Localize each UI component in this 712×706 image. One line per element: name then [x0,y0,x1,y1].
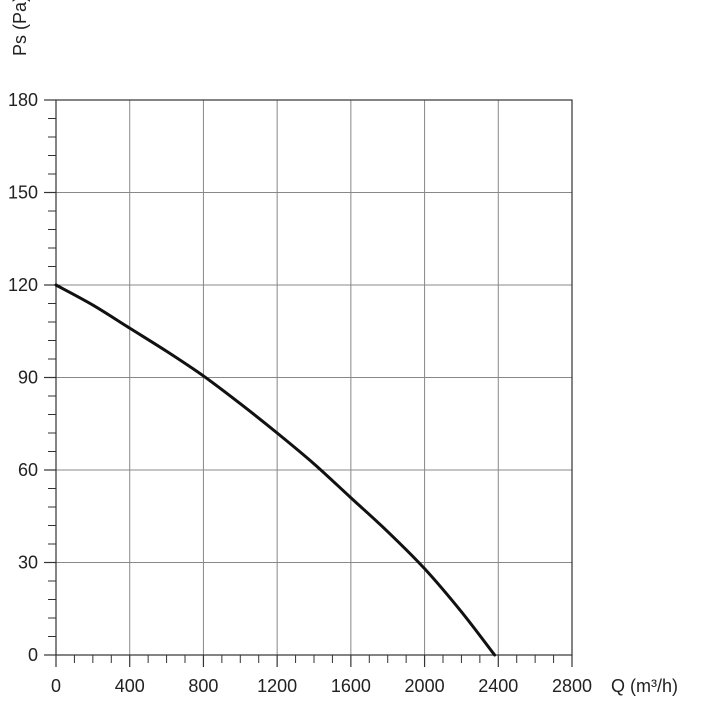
plot-frame [55,99,573,656]
x-tick-label: 0 [51,676,61,696]
plot-border [55,99,573,656]
y-tick-label: 90 [18,368,38,388]
y-axis-title: Ps (Pa) [10,0,30,56]
y-tick-label: 180 [8,90,38,110]
x-tick-label: 2000 [405,676,445,696]
y-tick-label: 150 [8,183,38,203]
x-tick-label: 400 [115,676,145,696]
x-tick-label: 1200 [257,676,297,696]
x-tick-label: 2800 [552,676,592,696]
y-tick-label: 0 [28,645,38,665]
chart-grid [56,100,572,655]
y-tick-label: 120 [8,275,38,295]
x-axis-title: Q (m³/h) [611,676,678,696]
x-tick-label: 2400 [478,676,518,696]
x-tick-label: 1600 [331,676,371,696]
series-line [54,283,497,657]
y-tick-labels: 0 30 60 90 120 150 180 [8,90,38,665]
minor-ticks [44,99,573,667]
x-tick-labels: 0 400 800 1200 1600 2000 2400 2800 [51,676,592,696]
y-tick-label: 30 [18,553,38,573]
series-curve [54,283,497,657]
x-tick-label: 800 [188,676,218,696]
y-tick-label: 60 [18,460,38,480]
